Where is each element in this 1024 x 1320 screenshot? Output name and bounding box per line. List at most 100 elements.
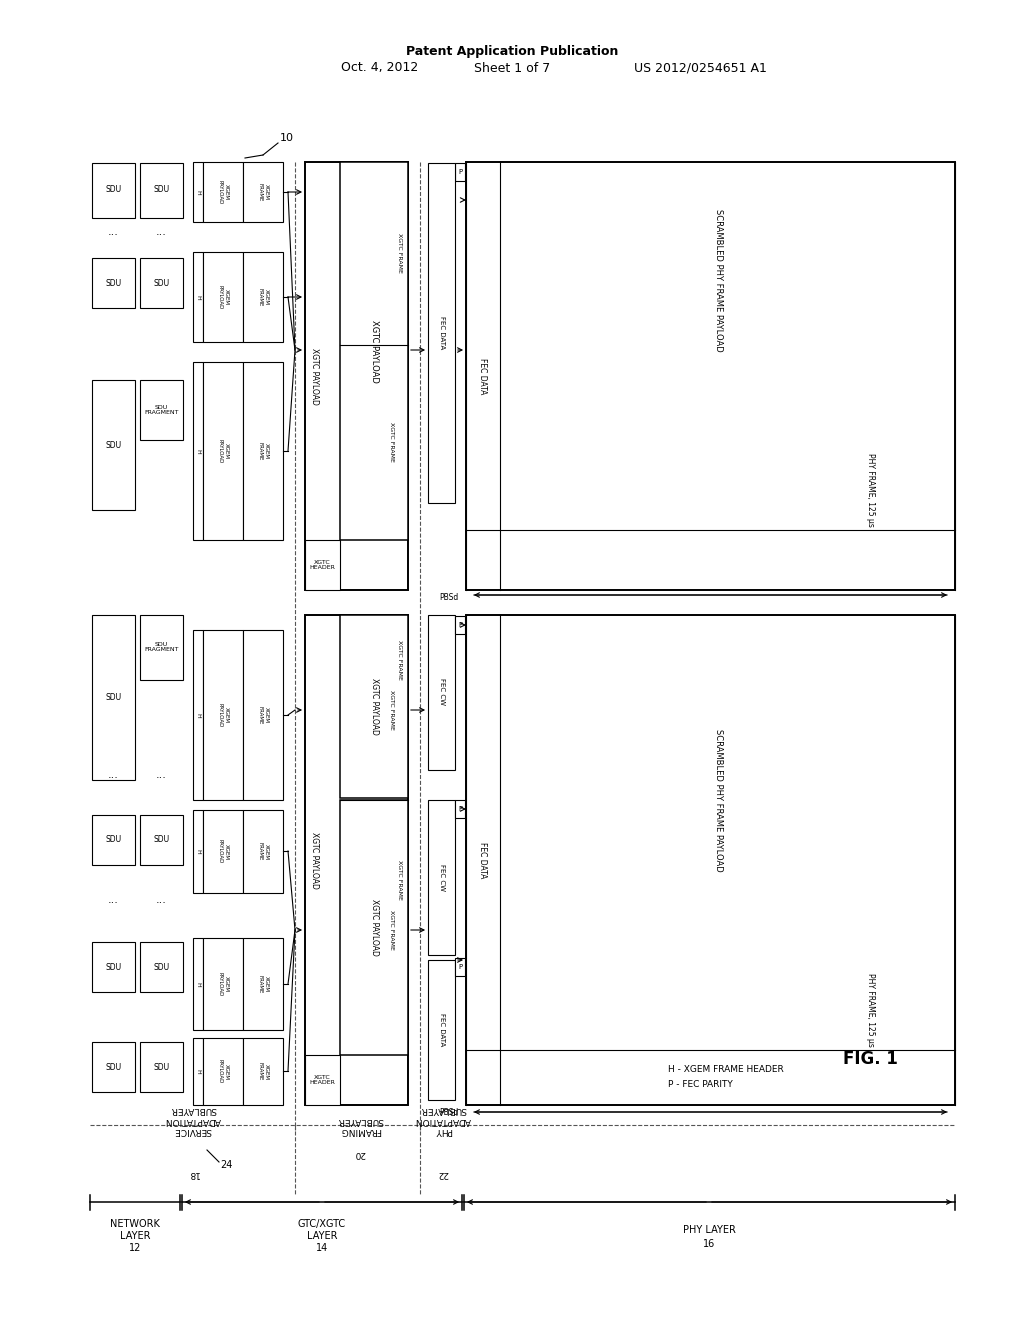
Bar	[140, 615, 183, 680]
Bar	[305, 1055, 340, 1105]
Bar	[140, 942, 183, 993]
Text: XGTC PAYLOAD: XGTC PAYLOAD	[309, 347, 318, 404]
Bar	[92, 380, 135, 510]
Text: SDU: SDU	[154, 962, 170, 972]
Text: XGEM
FRAME: XGEM FRAME	[258, 442, 268, 461]
Text: SDU: SDU	[105, 1063, 122, 1072]
Bar	[243, 362, 283, 540]
Text: XGTC FRAME: XGTC FRAME	[389, 690, 394, 730]
Text: H: H	[196, 190, 201, 194]
Text: PHY LAYER: PHY LAYER	[683, 1225, 735, 1236]
Text: FEC DATA: FEC DATA	[438, 1014, 444, 1047]
Bar	[140, 1041, 183, 1092]
Bar	[203, 362, 243, 540]
Bar	[193, 939, 203, 1030]
Text: XGEM
FRAME: XGEM FRAME	[258, 182, 268, 201]
Text: XGEM
FRAME: XGEM FRAME	[258, 706, 268, 725]
Bar	[455, 162, 465, 181]
Text: FRAMING
SUBLAYER: FRAMING SUBLAYER	[337, 1115, 383, 1135]
Text: XGEM
FRAME: XGEM FRAME	[258, 842, 268, 861]
Bar	[243, 1038, 283, 1105]
Text: XGTC FRAME: XGTC FRAME	[397, 234, 402, 273]
Text: 12: 12	[129, 1243, 141, 1253]
Text: H: H	[196, 982, 201, 986]
Text: 14: 14	[315, 1243, 328, 1253]
Text: P: P	[458, 169, 462, 176]
Text: SDU: SDU	[154, 186, 170, 194]
Text: H: H	[196, 294, 201, 300]
Bar	[193, 810, 203, 894]
Bar	[92, 162, 135, 218]
Text: XGTC
HEADER: XGTC HEADER	[309, 560, 336, 570]
Text: US 2012/0254651 A1: US 2012/0254651 A1	[634, 62, 766, 74]
Text: Patent Application Publication: Patent Application Publication	[406, 45, 618, 58]
Text: XGEM
PAYLOAD: XGEM PAYLOAD	[217, 702, 228, 727]
Bar	[193, 362, 203, 540]
Text: Oct. 4, 2012: Oct. 4, 2012	[341, 62, 419, 74]
Bar	[455, 800, 465, 818]
Text: XGEM
PAYLOAD: XGEM PAYLOAD	[217, 1060, 228, 1084]
Text: XGEM
PAYLOAD: XGEM PAYLOAD	[217, 438, 228, 463]
Text: P: P	[458, 807, 462, 812]
Text: ...: ...	[156, 895, 167, 906]
Text: SDU
FRAGMENT: SDU FRAGMENT	[144, 405, 179, 416]
Bar	[92, 814, 135, 865]
Text: P - FEC PARITY: P - FEC PARITY	[668, 1080, 733, 1089]
Text: FEC DATA: FEC DATA	[478, 358, 487, 395]
Text: SDU: SDU	[154, 836, 170, 845]
Text: P: P	[458, 964, 462, 970]
Text: SCRAMBLED PHY FRAME PAYLOAD: SCRAMBLED PHY FRAME PAYLOAD	[714, 209, 723, 351]
Text: SDU: SDU	[154, 1063, 170, 1072]
Text: XGTC FRAME: XGTC FRAME	[397, 861, 402, 900]
Text: 16: 16	[702, 1239, 715, 1249]
Text: GTC/XGTC
LAYER: GTC/XGTC LAYER	[298, 1220, 346, 1241]
Bar	[203, 252, 243, 342]
Text: XGEM
PAYLOAD: XGEM PAYLOAD	[217, 840, 228, 863]
Bar	[140, 814, 183, 865]
Text: XGEM
PAYLOAD: XGEM PAYLOAD	[217, 972, 228, 997]
Text: XGTC FRAME: XGTC FRAME	[397, 640, 402, 680]
Text: SDU: SDU	[105, 441, 122, 450]
Bar	[305, 540, 340, 590]
Text: SDU: SDU	[154, 279, 170, 288]
Text: FEC CW: FEC CW	[438, 678, 444, 705]
Bar	[428, 162, 455, 503]
Text: 22: 22	[437, 1170, 449, 1177]
Text: 24: 24	[220, 1160, 232, 1170]
Bar	[203, 810, 243, 894]
Bar	[428, 615, 455, 770]
Bar	[140, 380, 183, 440]
Bar	[243, 810, 283, 894]
Text: H - XGEM FRAME HEADER: H - XGEM FRAME HEADER	[668, 1065, 783, 1074]
Bar	[140, 257, 183, 308]
Bar	[243, 630, 283, 800]
Text: ...: ...	[156, 227, 167, 238]
Bar	[140, 162, 183, 218]
Text: FEC DATA: FEC DATA	[438, 317, 444, 350]
Text: SCRAMBLED PHY FRAME PAYLOAD: SCRAMBLED PHY FRAME PAYLOAD	[714, 729, 723, 871]
Text: ...: ...	[156, 770, 167, 780]
Text: XGTC PAYLOAD: XGTC PAYLOAD	[309, 832, 318, 888]
Bar	[203, 162, 243, 222]
Text: SERVICE
ADAPTATION
SUBLAYER: SERVICE ADAPTATION SUBLAYER	[165, 1105, 221, 1135]
Text: H: H	[196, 849, 201, 854]
Text: XGEM
PAYLOAD: XGEM PAYLOAD	[217, 285, 228, 309]
Bar	[428, 800, 455, 954]
Bar	[466, 162, 955, 590]
Text: XGTC PAYLOAD: XGTC PAYLOAD	[370, 677, 379, 734]
Text: SDU: SDU	[105, 836, 122, 845]
Text: H: H	[196, 713, 201, 717]
Text: SDU: SDU	[105, 962, 122, 972]
Bar	[203, 1038, 243, 1105]
Text: XGTC PAYLOAD: XGTC PAYLOAD	[370, 899, 379, 956]
Bar	[92, 942, 135, 993]
Text: NETWORK
LAYER: NETWORK LAYER	[110, 1220, 160, 1241]
Text: XGEM
FRAME: XGEM FRAME	[258, 288, 268, 306]
Text: ...: ...	[108, 770, 119, 780]
Bar	[203, 630, 243, 800]
Text: XGTC FRAME: XGTC FRAME	[389, 909, 394, 950]
Text: FEC DATA: FEC DATA	[478, 842, 487, 878]
Bar	[193, 1038, 203, 1105]
Text: ...: ...	[108, 895, 119, 906]
Text: PHY
ADAPTATION
SUBLAYER: PHY ADAPTATION SUBLAYER	[415, 1105, 471, 1135]
